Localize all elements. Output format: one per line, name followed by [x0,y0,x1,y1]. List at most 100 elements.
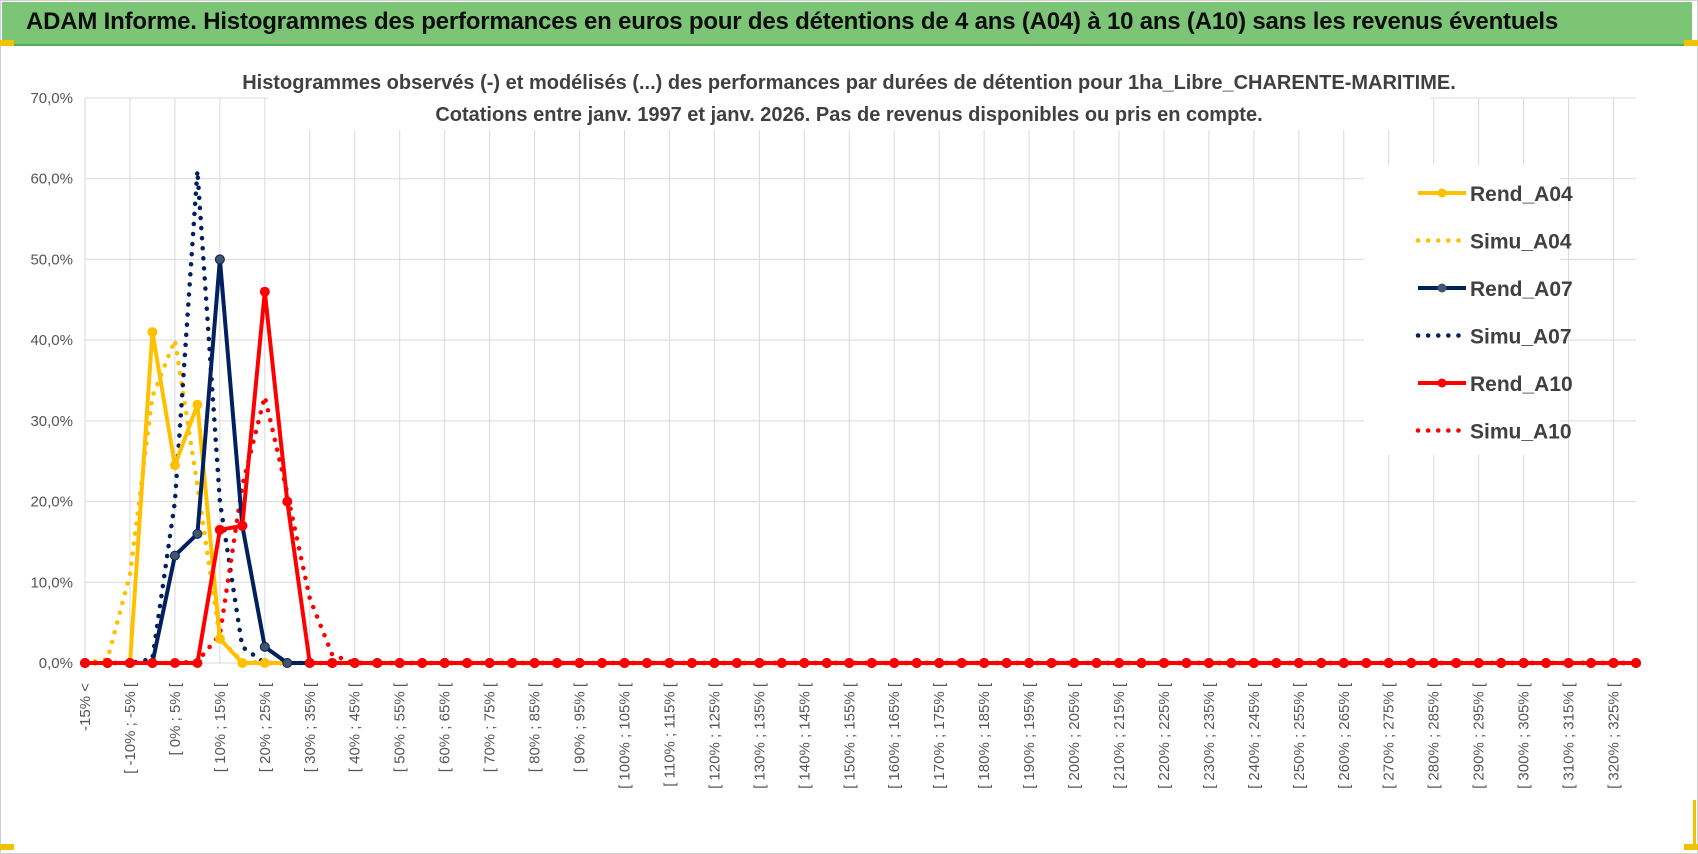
data-point-Rend_A10 [1046,658,1057,668]
legend-background [1364,165,1560,455]
data-point-Rend_A10 [394,658,405,668]
data-point-Rend_A10 [552,658,563,668]
data-point-Rend_A10 [911,658,922,668]
x-tick-label: [ 70% ; 75% [ [482,682,499,772]
data-point-Rend_A10 [1518,658,1529,668]
y-tick-label: 50,0% [30,251,73,268]
y-tick-label: 70,0% [30,90,73,107]
legend-label-Rend_A04: Rend_A04 [1470,183,1573,206]
x-tick-label: [ 260% ; 265% [ [1336,682,1353,789]
x-tick-label: [ 230% ; 235% [ [1201,682,1218,789]
x-tick-label: [ 0% ; 5% [ [167,682,184,755]
x-tick-label: [ 270% ; 275% [ [1381,682,1398,789]
x-tick-label: [ 10% ; 15% [ [212,682,229,772]
x-tick-label: [ 110% ; 115% [ [661,682,678,787]
data-point-Rend_A10 [597,658,607,668]
x-tick-label: [ 290% ; 295% [ [1471,682,1488,789]
legend-marker-Rend_A04 [1437,188,1447,198]
report-title: ADAM Informe. Histogrammes des performan… [26,8,1559,35]
data-point-Rend_A10 [1114,658,1124,668]
data-point-Rend_A10 [1271,658,1282,668]
x-tick-label: [ 210% ; 215% [ [1111,682,1128,789]
data-point-Rend_A10 [619,658,630,668]
data-point-Rend_A10 [417,658,428,668]
data-point-Rend_A10 [1293,658,1304,668]
data-point-Rend_A10 [1203,658,1214,668]
data-point-Rend_A04 [192,399,203,410]
data-point-Rend_A10 [686,658,697,668]
x-tick-label: [ 150% ; 155% [ [841,682,858,789]
data-point-Rend_A10 [1473,658,1484,668]
data-point-Rend_A10 [507,658,518,668]
x-tick-label: [ 100% ; 105% [ [616,682,633,789]
data-point-Rend_A07 [192,528,203,539]
data-point-Rend_A10 [1563,658,1574,668]
data-point-Rend_A10 [731,658,742,668]
data-point-Rend_A10 [1024,658,1035,668]
x-tick-label: [ 120% ; 125% [ [706,682,723,789]
data-point-Rend_A04 [147,327,158,338]
data-point-Rend_A10 [844,658,855,668]
corner-accent-bottom-right [1684,844,1698,850]
data-point-Rend_A10 [1181,658,1192,668]
data-point-Rend_A10 [214,524,225,535]
legend: Rend_A04 Simu_A04 Rend_A07 Simu_A07 Rend_A10… [1415,183,1573,444]
data-point-Rend_A04 [237,658,248,668]
corner-accent-top-left [0,40,14,46]
legend-label-Simu_A07: Simu_A07 [1470,326,1572,349]
data-point-Rend_A10 [1428,658,1439,668]
x-tick-label: [ 130% ; 135% [ [751,682,768,789]
data-point-Rend_A10 [147,658,158,668]
data-point-Rend_A10 [709,658,720,668]
x-tick-label: [ 20% ; 25% [ [257,682,274,772]
data-point-Rend_A07 [169,550,180,561]
data-point-Rend_A10 [484,658,495,668]
data-point-Rend_A10 [237,520,248,531]
data-point-Rend_A10 [1248,658,1259,668]
data-point-Rend_A10 [124,658,135,668]
x-tick-label: [ 60% ; 65% [ [437,682,454,772]
data-point-Rend_A10 [192,658,203,668]
y-tick-label: 20,0% [30,494,73,511]
x-tick-label: [ 50% ; 55% [ [392,682,409,772]
y-tick-label: 60,0% [30,171,73,188]
x-tick-label: [ 40% ; 45% [ [347,682,364,772]
data-point-Rend_A10 [102,658,113,668]
data-point-Rend_A10 [169,658,180,668]
data-point-Rend_A10 [889,658,900,668]
chart-title-line-1: Histogrammes observés (-) et modélisés (… [242,72,1456,94]
data-point-Rend_A04 [169,460,180,471]
legend-label-Simu_A10: Simu_A10 [1470,421,1572,444]
data-point-Rend_A07 [282,658,293,668]
data-point-Rend_A10 [934,658,945,668]
data-point-Rend_A10 [1001,658,1012,668]
y-tick-label: 0,0% [39,655,73,672]
x-axis-tick-labels: -15% < [ -10% ; -5% [[ 0% ; 5% [[ 10% ; 1… [77,682,1623,789]
data-point-Rend_A10 [304,658,315,668]
data-point-Rend_A10 [821,658,832,668]
x-tick-label: [ 250% ; 255% [ [1291,682,1308,789]
data-point-Rend_A10 [664,658,675,668]
y-axis-tick-labels: 0,0% 10,0% 20,0% 30,0% 40,0% 50,0% 60,0% 70,0% [30,90,73,672]
data-point-Rend_A07 [259,641,270,652]
data-point-Rend_A10 [1338,658,1349,668]
title-banner: ADAM Informe. Histogrammes des performan… [2,2,1692,46]
y-tick-label: 30,0% [30,413,73,430]
legend-label-Rend_A07: Rend_A07 [1470,278,1573,301]
x-tick-label: [ 30% ; 35% [ [302,682,319,772]
data-point-Rend_A04 [214,633,225,644]
data-point-Rend_A10 [1361,658,1372,668]
data-point-Rend_A10 [349,658,360,668]
data-point-Rend_A10 [1136,658,1147,668]
legend-label-Simu_A04: Simu_A04 [1470,231,1572,254]
data-point-Rend_A10 [979,658,990,668]
series-line-Rend_A10 [85,289,1636,665]
y-tick-label: 10,0% [30,574,73,591]
x-tick-label: [ 90% ; 95% [ [572,682,589,772]
data-point-Rend_A10 [574,658,585,668]
data-point-Rend_A10 [1226,658,1237,668]
data-point-Rend_A10 [1406,658,1417,668]
x-tick-label: [ 140% ; 145% [ [796,682,813,789]
x-tick-label: [ 280% ; 285% [ [1426,682,1443,789]
x-tick-label: [ 180% ; 185% [ [976,682,993,789]
